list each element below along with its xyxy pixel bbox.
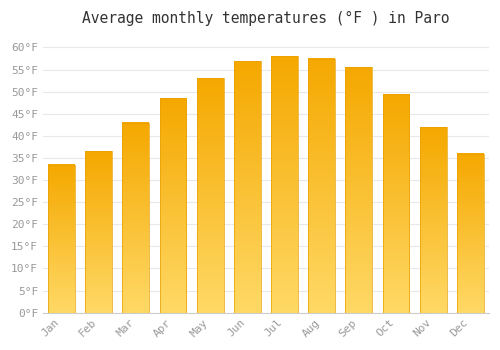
Title: Average monthly temperatures (°F ) in Paro: Average monthly temperatures (°F ) in Pa… — [82, 11, 450, 26]
